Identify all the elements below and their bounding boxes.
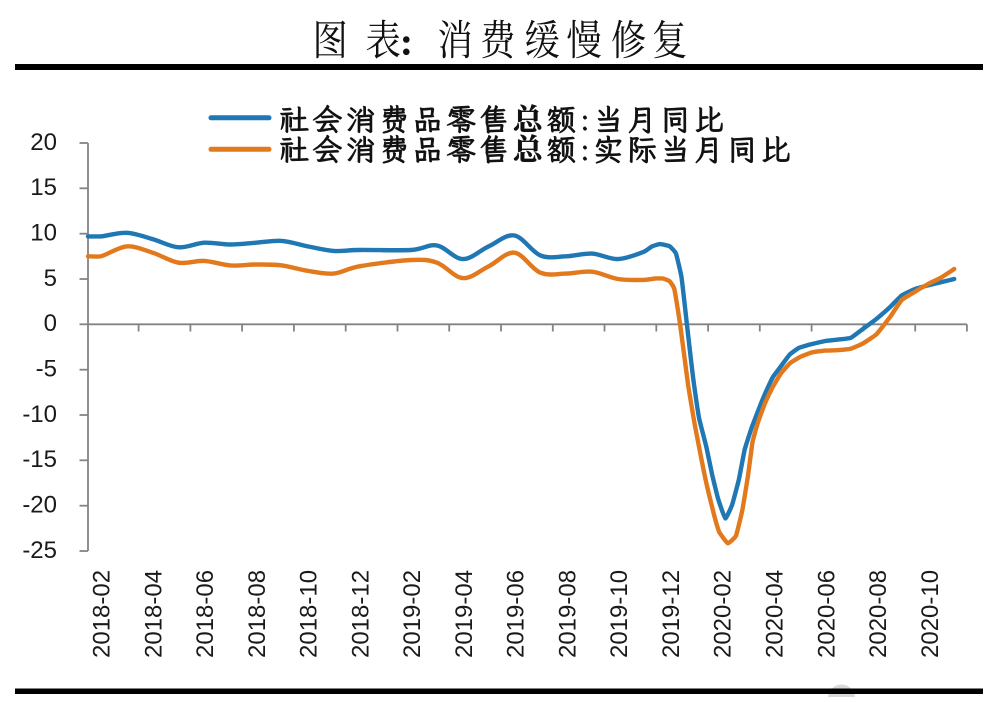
svg-text:-20: -20	[22, 492, 57, 519]
svg-text:2019-02: 2019-02	[399, 570, 426, 658]
svg-text:15: 15	[30, 174, 57, 201]
svg-text:-10: -10	[22, 401, 57, 428]
svg-text:0: 0	[44, 310, 57, 337]
svg-text:2020-02: 2020-02	[710, 570, 737, 658]
svg-text:2018-08: 2018-08	[244, 570, 271, 658]
svg-text:20: 20	[30, 129, 57, 156]
svg-text:2018-02: 2018-02	[89, 570, 116, 658]
svg-text:2020-04: 2020-04	[762, 570, 789, 658]
svg-text:2018-12: 2018-12	[347, 570, 374, 658]
svg-text:2019-04: 2019-04	[451, 570, 478, 658]
svg-text:10: 10	[30, 220, 57, 247]
svg-text:2019-06: 2019-06	[503, 570, 530, 658]
svg-text:-15: -15	[22, 446, 57, 473]
svg-text:2020-08: 2020-08	[865, 570, 892, 658]
svg-text:2019-08: 2019-08	[554, 570, 581, 658]
svg-text:2018-04: 2018-04	[140, 570, 167, 658]
svg-text:2018-10: 2018-10	[296, 570, 323, 658]
svg-text:-25: -25	[22, 537, 57, 564]
svg-text:2018-06: 2018-06	[192, 570, 219, 658]
svg-text:2020-10: 2020-10	[917, 570, 944, 658]
svg-text:5: 5	[44, 265, 57, 292]
svg-text:2019-10: 2019-10	[606, 570, 633, 658]
svg-text:2020-06: 2020-06	[813, 570, 840, 658]
svg-text:-5: -5	[36, 356, 57, 383]
svg-text:2019-12: 2019-12	[658, 570, 685, 658]
